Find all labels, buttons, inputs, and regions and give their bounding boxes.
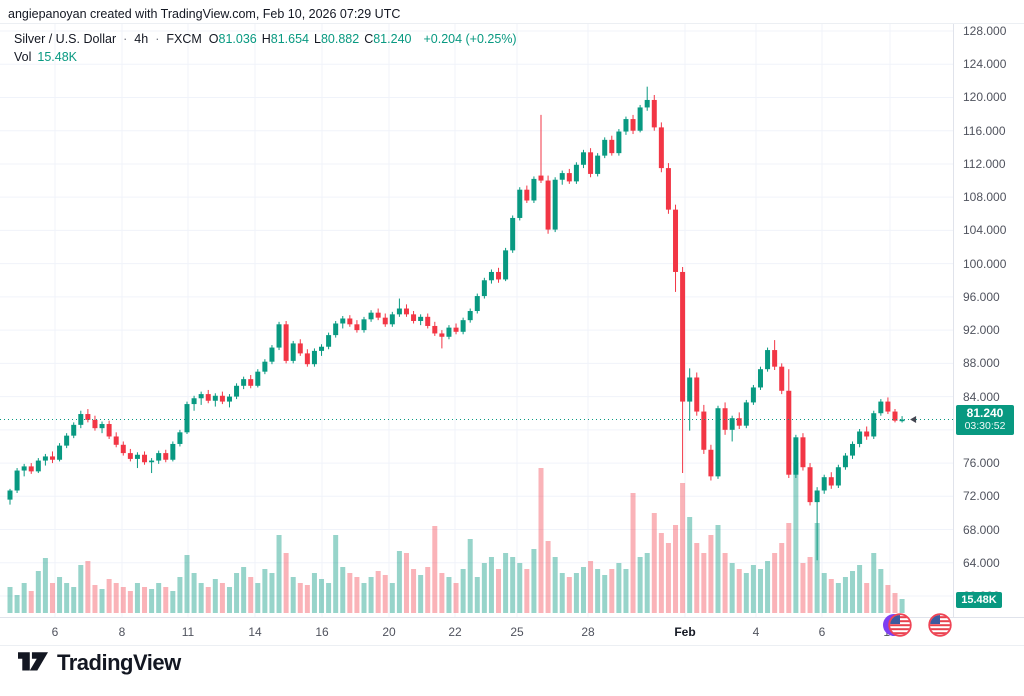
price-tick: 72.000 bbox=[963, 489, 1000, 504]
price-tick: 76.000 bbox=[963, 456, 1000, 471]
price-tick: 116.000 bbox=[963, 123, 1006, 138]
last-price-label: 81.240 03:30:52 bbox=[956, 404, 1014, 435]
price-tick: 88.000 bbox=[963, 356, 1000, 371]
price-axis[interactable]: 60.00064.00068.00072.00076.00080.00084.0… bbox=[953, 24, 1024, 645]
time-tick: 11 bbox=[181, 625, 195, 639]
price-tick: 124.000 bbox=[963, 57, 1007, 72]
bar-countdown: 03:30:52 bbox=[964, 419, 1006, 432]
price-tick: 68.000 bbox=[963, 522, 1000, 537]
us-flag-icon bbox=[928, 613, 952, 637]
volume-axis-label: 15.48K bbox=[956, 592, 1002, 608]
pair-logos bbox=[878, 611, 958, 639]
time-tick: 6 bbox=[818, 625, 826, 639]
ohlc-c: C81.240 bbox=[364, 32, 412, 46]
price-tick: 96.000 bbox=[963, 289, 1000, 304]
exchange-label[interactable]: FXCM bbox=[166, 32, 202, 46]
attribution-text: angiepanoyan created with TradingView.co… bbox=[8, 7, 401, 21]
time-tick: 4 bbox=[752, 625, 760, 639]
last-price-value: 81.240 bbox=[966, 405, 1004, 420]
time-tick: 6 bbox=[51, 625, 59, 639]
tradingview-wordmark: TradingView bbox=[57, 650, 181, 675]
price-tick: 100.000 bbox=[963, 256, 1007, 271]
time-tick: Feb bbox=[674, 625, 696, 639]
time-tick: 20 bbox=[382, 625, 396, 639]
price-tick: 128.000 bbox=[963, 24, 1007, 38]
ohlc-values: O81.036 H81.654 L80.882 C81.240 bbox=[209, 32, 417, 46]
chart-pane[interactable]: Silver / U.S. Dollar · 4h · FXCM O81.036… bbox=[0, 24, 953, 637]
price-tick: 92.000 bbox=[963, 323, 1000, 338]
time-tick: 14 bbox=[248, 625, 262, 639]
ohlc-l: L80.882 bbox=[314, 32, 360, 46]
time-tick: 8 bbox=[118, 625, 126, 639]
time-tick: 22 bbox=[448, 625, 462, 639]
divider bbox=[0, 23, 1024, 24]
price-tick: 120.000 bbox=[963, 90, 1007, 105]
divider bbox=[0, 645, 1024, 646]
price-tick: 64.000 bbox=[963, 555, 1000, 570]
price-tick: 84.000 bbox=[963, 389, 1000, 404]
separator: · bbox=[155, 32, 160, 46]
price-tick: 112.000 bbox=[963, 156, 1006, 171]
footer-brand[interactable]: TradingView bbox=[18, 650, 181, 676]
symbol-title[interactable]: Silver / U.S. Dollar bbox=[14, 32, 117, 46]
time-tick: 16 bbox=[315, 625, 329, 639]
tradingview-logo-icon bbox=[18, 652, 48, 671]
candlestick-chart[interactable] bbox=[0, 24, 953, 617]
separator: · bbox=[123, 32, 128, 46]
change-value: +0.204 (+0.25%) bbox=[423, 32, 517, 46]
chart-legend: Silver / U.S. Dollar · 4h · FXCM O81.036… bbox=[14, 32, 517, 64]
volume-value: 15.48K bbox=[37, 50, 78, 64]
time-tick: 28 bbox=[581, 625, 595, 639]
timeframe-label[interactable]: 4h bbox=[134, 32, 149, 46]
price-tick: 108.000 bbox=[963, 190, 1007, 205]
volume-label: Vol bbox=[14, 50, 32, 64]
time-tick: 25 bbox=[510, 625, 524, 639]
last-price-marker bbox=[910, 416, 917, 424]
ohlc-o: O81.036 bbox=[208, 32, 257, 46]
time-axis[interactable]: 6811141620222528Feb4610 bbox=[0, 617, 1024, 645]
us-flag-icon bbox=[888, 613, 912, 637]
ohlc-h: H81.654 bbox=[261, 32, 310, 46]
price-tick: 104.000 bbox=[963, 223, 1007, 238]
